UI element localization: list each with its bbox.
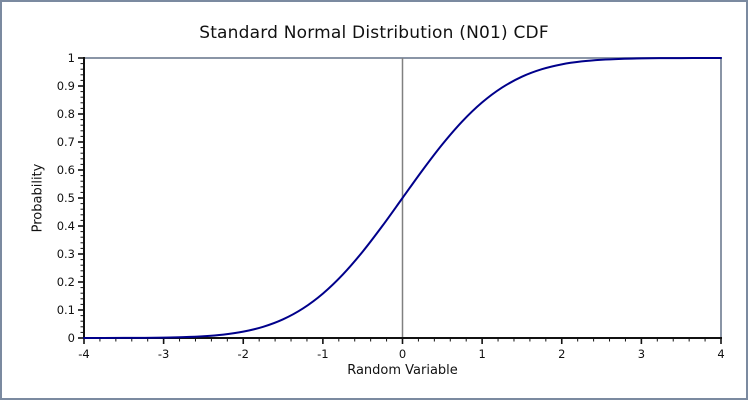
x-tick-label: -1 [317,347,328,361]
y-tick-label: 0.9 [57,79,75,93]
x-tick-label: 1 [478,347,485,361]
x-axis-label: Random Variable [347,363,458,378]
x-tick-label: -4 [78,347,89,361]
y-tick-label: 0.3 [57,247,75,261]
cdf-curve [83,57,722,339]
x-tick-label: 3 [638,347,645,361]
y-tick-label: 0.1 [57,303,75,317]
x-tick-label: 0 [399,347,406,361]
x-tick-label: -2 [238,347,249,361]
x-axis-ticks: -4 -3 -2 -1 0 1 2 3 4 [78,338,725,361]
y-axis-ticks: 0 0.1 0.2 0.3 0.4 0.5 0.6 0.7 0.8 0.9 1 [57,51,84,345]
y-tick-label: 0.8 [57,107,75,121]
y-tick-label: 0 [68,331,75,345]
y-tick-label: 0.2 [57,275,75,289]
x-tick-label: 4 [717,347,724,361]
chart-title: Standard Normal Distribution (N01) CDF [199,23,549,43]
x-tick-label: -3 [158,347,169,361]
y-tick-label: 0.7 [57,135,75,149]
x-tick-label: 2 [558,347,565,361]
y-tick-label: 0.5 [57,191,75,205]
y-tick-label: 0.6 [57,163,75,177]
y-tick-label: 1 [68,51,75,65]
y-tick-label: 0.4 [57,219,75,233]
y-axis-label: Probability [30,163,46,233]
